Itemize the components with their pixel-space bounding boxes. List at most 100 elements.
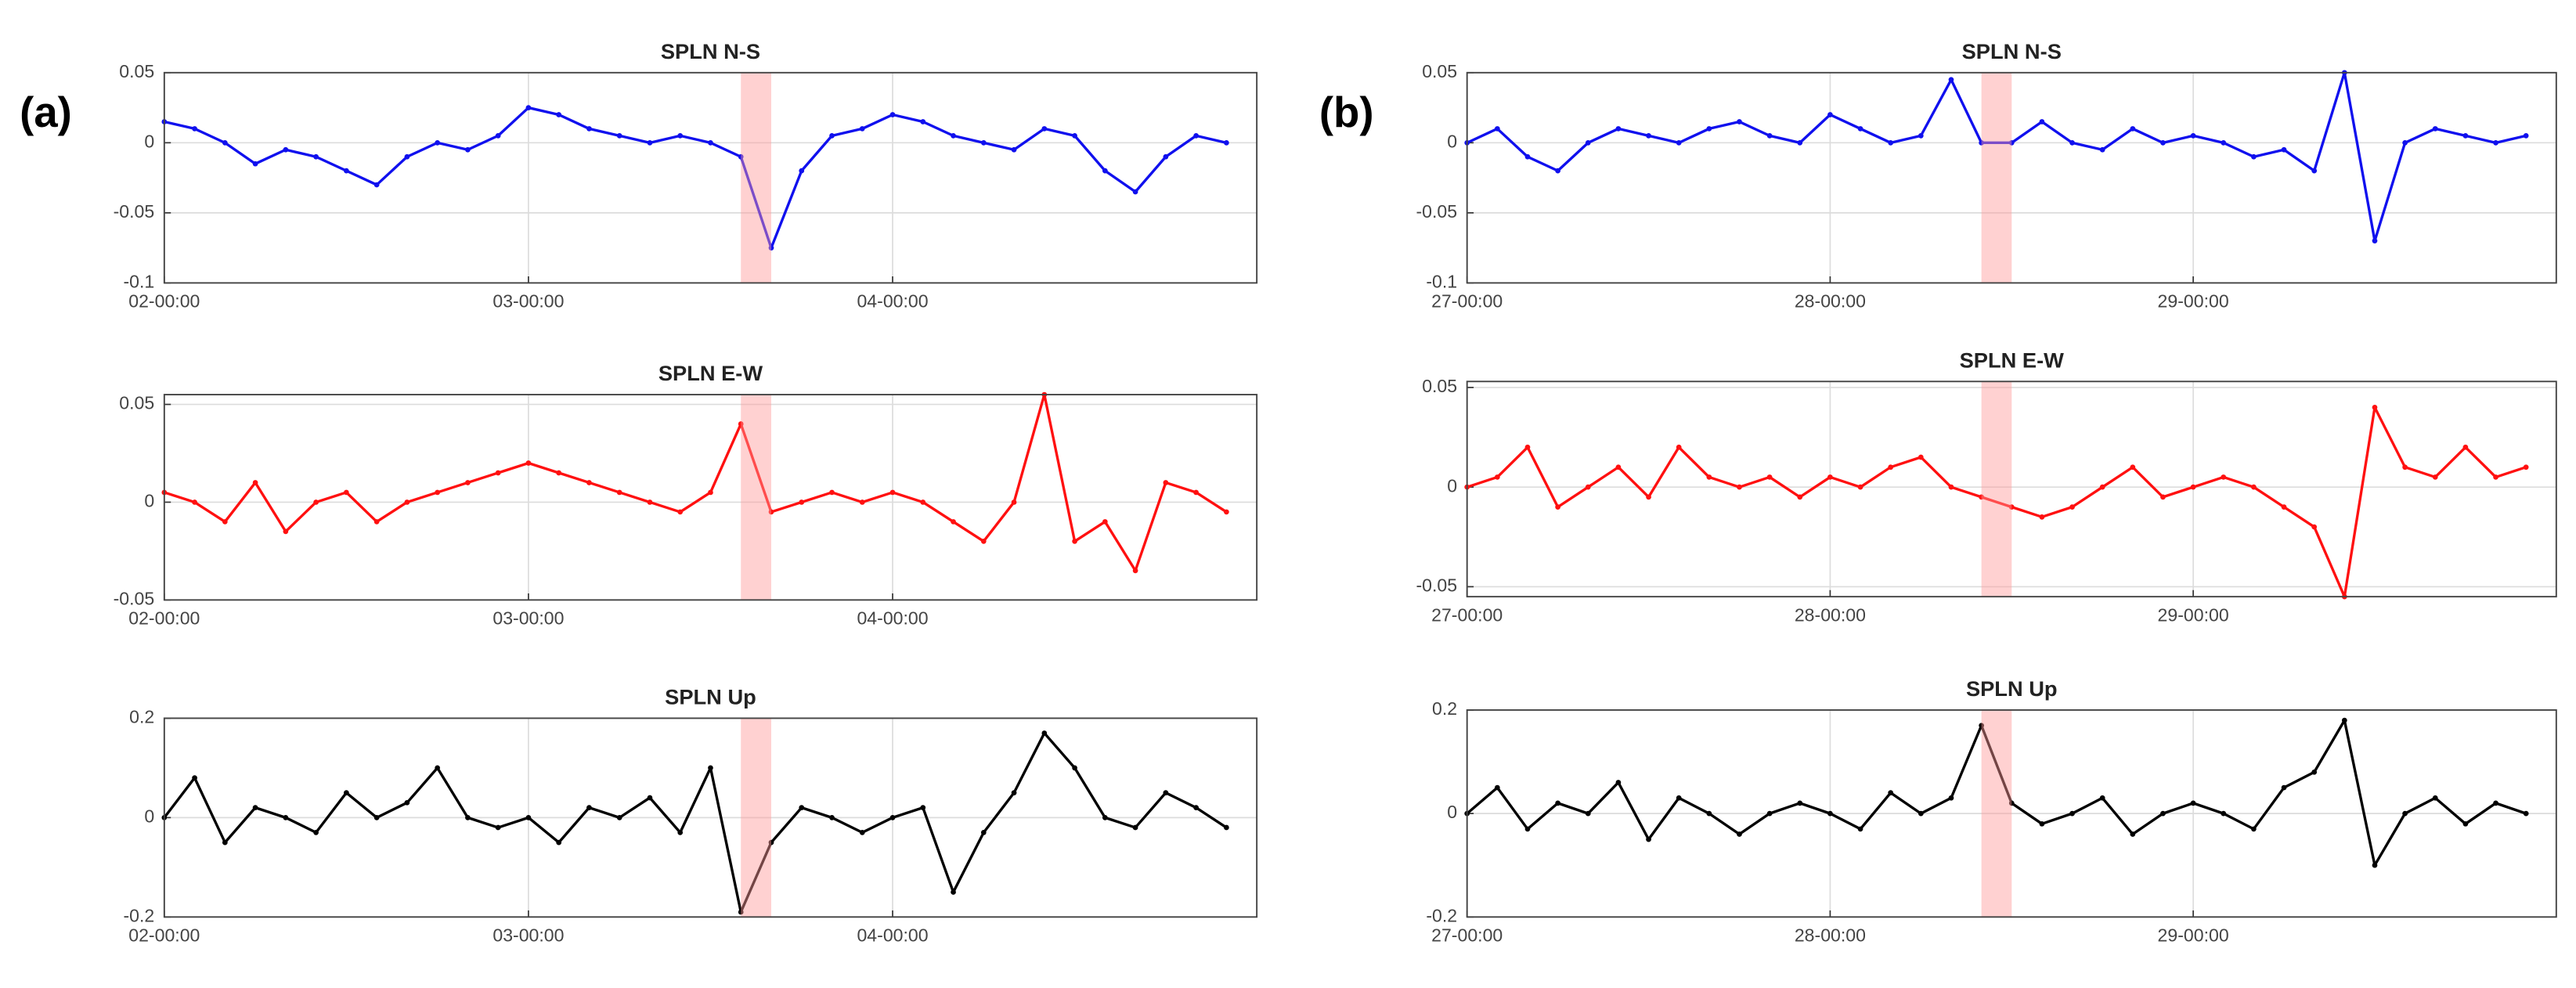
data-point xyxy=(829,814,835,820)
plot-area xyxy=(164,72,1257,283)
data-line xyxy=(1467,406,2527,598)
data-point xyxy=(677,509,684,515)
data-point xyxy=(2281,504,2287,510)
data-point xyxy=(2432,795,2438,801)
data-point xyxy=(1555,504,1560,510)
data-point xyxy=(889,112,896,117)
data-point xyxy=(2462,444,2469,450)
data-point xyxy=(859,830,865,835)
data-point xyxy=(2493,800,2498,806)
chart-title: SPLN Up xyxy=(1966,676,2058,701)
data-point xyxy=(465,814,471,820)
data-point xyxy=(404,499,410,505)
data-point xyxy=(2160,139,2166,146)
data-point xyxy=(435,765,441,771)
data-point xyxy=(616,489,622,496)
data-point xyxy=(313,153,319,160)
data-point xyxy=(1011,146,1017,153)
y-tick-label: -0.2 xyxy=(123,905,154,925)
data-point xyxy=(1857,484,1863,490)
data-point xyxy=(2130,831,2136,837)
data-point xyxy=(799,805,805,811)
data-point xyxy=(980,830,987,835)
x-tick-label: 28-00:00 xyxy=(1795,291,1866,312)
data-point xyxy=(768,509,774,515)
plot-frame xyxy=(163,71,1258,284)
data-point xyxy=(920,119,926,124)
plot-frame xyxy=(163,717,1258,918)
data-point xyxy=(495,133,501,139)
data-point xyxy=(2190,484,2196,490)
data-point xyxy=(2372,238,2378,244)
data-point xyxy=(1706,810,1712,817)
data-point xyxy=(192,499,197,505)
data-point xyxy=(677,133,684,139)
data-point xyxy=(799,168,805,174)
data-point xyxy=(738,421,744,427)
data-point xyxy=(1524,153,1531,160)
data-point xyxy=(2462,820,2469,827)
data-point xyxy=(1827,474,1833,480)
y-tick-label: 0.05 xyxy=(119,61,154,81)
data-point xyxy=(2008,800,2015,806)
data-point xyxy=(556,112,562,117)
data-point xyxy=(1918,454,1924,460)
data-point xyxy=(2462,133,2469,139)
data-point xyxy=(980,139,987,146)
data-point xyxy=(1224,139,1229,146)
data-point xyxy=(556,839,562,846)
data-point xyxy=(708,139,713,146)
data-point xyxy=(2402,139,2408,146)
x-tick-label: 03-00:00 xyxy=(492,925,564,946)
data-point xyxy=(373,182,380,188)
data-point xyxy=(1948,484,1954,490)
data-point xyxy=(2523,810,2529,817)
y-tick-label: 0.2 xyxy=(129,707,154,727)
data-point xyxy=(1979,723,1984,729)
data-point xyxy=(1797,494,1803,500)
data-line xyxy=(164,393,1228,572)
data-point xyxy=(647,499,653,505)
x-tick-label: 27-00:00 xyxy=(1431,925,1503,946)
data-point xyxy=(2341,717,2347,723)
data-point xyxy=(2402,464,2408,471)
data-point xyxy=(1797,800,1803,806)
data-point xyxy=(373,519,380,525)
data-point xyxy=(889,814,896,820)
data-point xyxy=(2281,146,2287,153)
data-point xyxy=(951,519,956,525)
data-point xyxy=(465,480,471,485)
x-tick-label: 03-00:00 xyxy=(492,291,564,312)
data-point xyxy=(1918,810,1924,817)
y-tick-label: -0.05 xyxy=(114,588,155,608)
data-point xyxy=(1766,474,1773,480)
data-line xyxy=(163,731,1228,914)
x-tick-label: 02-00:00 xyxy=(128,925,200,946)
data-point xyxy=(1918,133,1924,139)
y-tick-label: 0 xyxy=(144,491,154,511)
x-tick-label: 04-00:00 xyxy=(857,925,928,946)
data-point xyxy=(2069,139,2075,146)
data-point xyxy=(1676,444,1682,450)
data-point xyxy=(404,153,410,160)
data-point xyxy=(738,909,744,915)
data-point xyxy=(1857,826,1863,832)
y-tick-label: 0.2 xyxy=(1432,698,1457,719)
y-tick-label: -0.05 xyxy=(114,201,155,222)
data-point xyxy=(2281,784,2287,791)
data-point xyxy=(2160,494,2166,500)
data-point xyxy=(1102,519,1108,525)
x-tick-label: 29-00:00 xyxy=(2158,291,2229,312)
y-tick-label: -0.05 xyxy=(1416,575,1458,596)
data-point xyxy=(738,153,744,160)
data-point xyxy=(556,470,562,476)
data-point xyxy=(1585,810,1591,817)
data-point xyxy=(2069,810,2075,817)
x-tick-label: 03-00:00 xyxy=(492,608,564,629)
data-point xyxy=(1132,189,1138,195)
chart-title: SPLN E-W xyxy=(1960,348,2065,372)
data-point xyxy=(920,499,926,505)
data-point xyxy=(951,889,956,895)
data-point xyxy=(1011,499,1017,505)
